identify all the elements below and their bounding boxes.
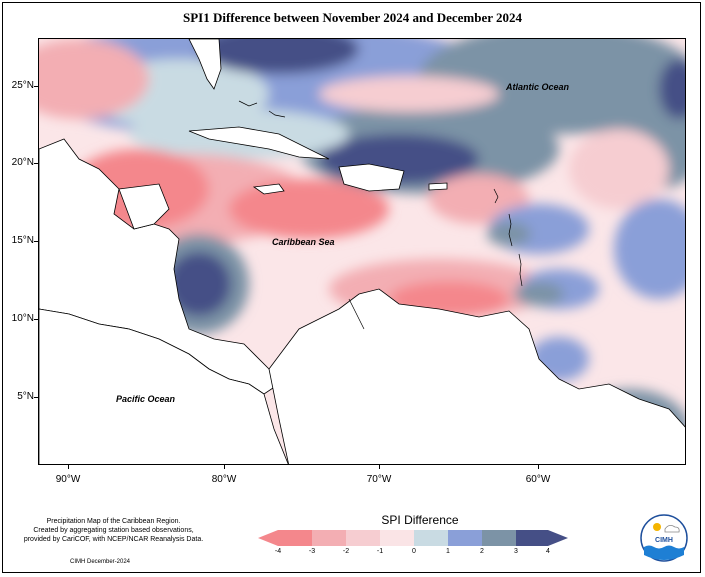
legend-tick: 3 <box>514 548 518 555</box>
legend-tick: -1 <box>376 548 384 555</box>
y-tick <box>34 86 38 87</box>
legend-arrow-right <box>548 530 568 546</box>
pacific-coast <box>39 308 289 464</box>
note-line-1: Precipitation Map of the Caribbean Regio… <box>46 518 181 525</box>
legend-swatch <box>516 530 548 546</box>
puerto-rico <box>428 182 448 191</box>
cimh-logo: CIMH <box>640 514 688 562</box>
legend-colorbar <box>258 530 568 546</box>
map-panel: Atlantic Ocean Caribbean Sea Pacific Oce… <box>38 38 686 465</box>
map-title: SPI1 Difference between November 2024 an… <box>182 10 522 25</box>
y-label-10n: 10°N <box>11 313 34 324</box>
cloud-icon <box>664 525 680 533</box>
south-america <box>268 288 685 464</box>
bahamas <box>238 100 258 107</box>
hispaniola <box>338 163 405 192</box>
note-line-3: provided by CariCOF, with NCEP/NCAR Rean… <box>23 536 204 543</box>
land-masses <box>39 39 685 464</box>
y-label-15n: 15°N <box>11 235 34 246</box>
legend-tick: 4 <box>546 548 550 555</box>
y-tick <box>34 163 38 164</box>
atlantic-ocean-label: Atlantic Ocean <box>506 82 570 92</box>
legend-tick: -2 <box>342 548 350 555</box>
sun-icon <box>653 523 661 531</box>
jamaica <box>252 183 285 195</box>
legend-swatch <box>380 530 414 546</box>
legend-swatch <box>448 530 482 546</box>
island-chain-1 <box>493 188 499 204</box>
y-tick <box>34 397 38 398</box>
legend-tick: 2 <box>480 548 484 555</box>
x-tick <box>538 465 539 469</box>
y-label-5n: 5°N <box>17 391 34 402</box>
note-line-2: Created by aggregating station based obs… <box>33 527 194 534</box>
spi-difference-map <box>39 39 685 464</box>
pacific-ocean-label: Pacific Ocean <box>116 394 176 404</box>
wave-icon <box>644 545 684 560</box>
x-tick <box>224 465 225 469</box>
credit-text: CIMH December-2024 <box>70 559 131 565</box>
legend-swatch <box>482 530 516 546</box>
legend-title: SPI Difference <box>381 513 459 527</box>
legend-tick: -3 <box>308 548 316 555</box>
map-note: Precipitation Map of the Caribbean Regio… <box>6 517 221 544</box>
x-label-80w: 80°W <box>211 474 237 485</box>
bahamas-2 <box>268 110 286 118</box>
island-chain-2 <box>508 213 513 247</box>
legend-swatch <box>312 530 346 546</box>
x-label-70w: 70°W <box>366 474 392 485</box>
y-tick <box>34 241 38 242</box>
logo-text: CIMH <box>655 537 673 544</box>
caribbean-sea-label: Caribbean Sea <box>272 237 335 247</box>
y-label-20n: 20°N <box>11 157 34 168</box>
small-islands <box>238 100 523 330</box>
cuba <box>188 126 330 160</box>
y-tick <box>34 319 38 320</box>
florida <box>188 39 222 90</box>
legend-tick: 0 <box>412 548 416 555</box>
yucatan <box>118 183 170 230</box>
legend-arrow-left <box>258 530 278 546</box>
legend-swatch <box>278 530 312 546</box>
x-label-90w: 90°W <box>55 474 81 485</box>
legend-swatch <box>346 530 380 546</box>
legend-swatch <box>414 530 448 546</box>
y-label-25n: 25°N <box>11 80 34 91</box>
legend-tick: 1 <box>446 548 450 555</box>
island-chain-3 <box>518 253 523 287</box>
x-label-60w: 60°W <box>525 474 551 485</box>
x-tick <box>379 465 380 469</box>
legend-tick: -4 <box>274 548 282 555</box>
x-tick <box>68 465 69 469</box>
lake-maracaibo <box>348 298 365 330</box>
